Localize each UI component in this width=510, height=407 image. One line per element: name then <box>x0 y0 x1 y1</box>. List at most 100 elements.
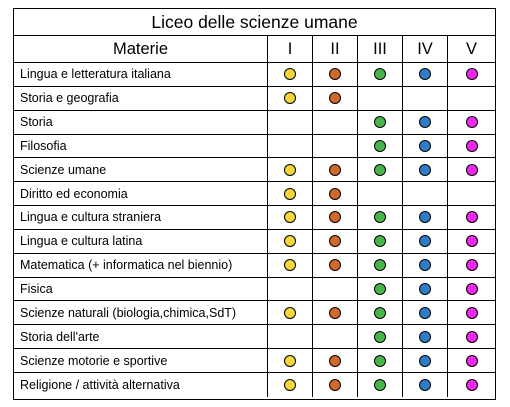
year-cell-4 <box>403 134 448 158</box>
year-cell-1 <box>268 206 313 229</box>
table-row: Storia e geografia <box>14 86 495 111</box>
year-dot-icon <box>419 235 431 248</box>
year-dot-icon <box>419 211 431 224</box>
year-cell-5 <box>448 278 495 301</box>
year-dot-icon <box>465 283 478 296</box>
year-dot-icon <box>419 259 431 272</box>
year-cell-1 <box>268 349 313 372</box>
year-cell-1 <box>268 134 313 158</box>
year-dot-icon <box>374 235 386 248</box>
table-row: Lingua e cultura straniera <box>14 206 495 230</box>
year-cell-5 <box>448 230 495 253</box>
table-row: Scienze motorie e sportive <box>14 349 495 373</box>
year-cell-4 <box>403 372 448 397</box>
year-cell-2 <box>313 206 358 229</box>
year-cell-1 <box>268 372 313 397</box>
year-cell-2 <box>313 253 358 277</box>
year-cell-5 <box>448 349 495 372</box>
table-row: Filosofia <box>14 134 495 159</box>
year-dot-icon <box>284 354 296 367</box>
year-cell-3 <box>358 206 403 229</box>
year-dot-icon <box>465 330 478 343</box>
year-dot-icon <box>284 259 296 272</box>
year-cell-1 <box>268 325 313 349</box>
year-dot-icon <box>329 306 341 319</box>
year-dot-icon <box>465 163 478 176</box>
year-header-4: IV <box>403 36 448 62</box>
year-header-3: III <box>358 36 403 62</box>
year-dot-icon <box>284 306 296 319</box>
year-dot-icon <box>329 68 341 81</box>
year-cell-2 <box>313 158 358 182</box>
subject-cell: Religione / attività alternativa <box>14 372 268 397</box>
year-dot-icon <box>284 68 296 81</box>
year-cell-1 <box>268 253 313 277</box>
year-cell-2 <box>313 301 358 325</box>
year-dot-icon <box>374 259 386 272</box>
year-cell-4 <box>403 253 448 277</box>
header-row: Materie I II III IV V <box>14 36 495 63</box>
year-dot-icon <box>329 235 341 248</box>
year-cell-5 <box>448 135 495 158</box>
year-dot-icon <box>374 283 386 296</box>
year-dot-icon <box>465 378 478 391</box>
year-dot-icon <box>465 211 478 224</box>
table-row: Scienze naturali (biologia,chimica,SdT) <box>14 301 495 326</box>
year-cell-1 <box>268 63 313 86</box>
year-cell-2 <box>313 182 358 206</box>
year-dot-icon <box>465 354 478 367</box>
subject-column-header: Materie <box>14 36 268 62</box>
year-cell-5 <box>448 206 495 229</box>
year-cell-4 <box>403 110 448 134</box>
year-cell-1 <box>268 301 313 325</box>
year-dot-icon <box>374 116 386 129</box>
subject-cell: Filosofia <box>14 134 268 158</box>
year-dot-icon <box>329 211 341 224</box>
year-cell-3 <box>358 110 403 134</box>
year-dot-icon <box>419 354 431 367</box>
table-row: Religione / attività alternativa <box>14 372 495 397</box>
year-dot-icon <box>374 306 386 319</box>
year-cell-4 <box>403 182 448 206</box>
table-row: Storia <box>14 110 495 135</box>
year-cell-1 <box>268 86 313 110</box>
year-dot-icon <box>284 378 296 391</box>
subject-cell: Storia e geografia <box>14 86 268 110</box>
year-cell-2 <box>313 134 358 158</box>
year-cell-1 <box>268 110 313 134</box>
table-row: Lingua e cultura latina <box>14 229 495 254</box>
year-cell-1 <box>268 229 313 253</box>
year-cell-2 <box>313 277 358 301</box>
year-dot-icon <box>374 330 386 343</box>
year-dot-icon <box>284 235 296 248</box>
year-dot-icon <box>284 163 296 176</box>
table-row: Diritto ed economia <box>14 182 495 207</box>
year-dot-icon <box>419 330 431 343</box>
subject-cell: Scienze motorie e sportive <box>14 349 268 372</box>
year-cell-2 <box>313 110 358 134</box>
year-cell-1 <box>268 158 313 182</box>
subject-cell: Storia <box>14 110 268 134</box>
curriculum-table: Liceo delle scienze umane Materie I II I… <box>13 8 496 400</box>
table-body: Lingua e letteratura italiana Storia e ge… <box>14 63 495 397</box>
year-dot-icon <box>419 378 431 391</box>
year-dot-icon <box>374 163 386 176</box>
year-dot-icon <box>329 92 341 105</box>
year-cell-4 <box>403 301 448 325</box>
year-dot-icon <box>419 306 431 319</box>
year-cell-5 <box>448 158 495 181</box>
year-dot-icon <box>419 116 431 129</box>
year-dot-icon <box>374 139 386 152</box>
year-cell-1 <box>268 182 313 206</box>
year-cell-4 <box>403 277 448 301</box>
subject-cell: Lingua e cultura straniera <box>14 206 268 229</box>
year-dot-icon <box>465 116 478 129</box>
year-cell-2 <box>313 229 358 253</box>
year-cell-3 <box>358 277 403 301</box>
subject-cell: Fisica <box>14 277 268 301</box>
year-dot-icon <box>465 139 478 152</box>
year-dot-icon <box>329 187 341 200</box>
year-dot-icon <box>329 354 341 367</box>
year-cell-1 <box>268 277 313 301</box>
year-dot-icon <box>329 378 341 391</box>
